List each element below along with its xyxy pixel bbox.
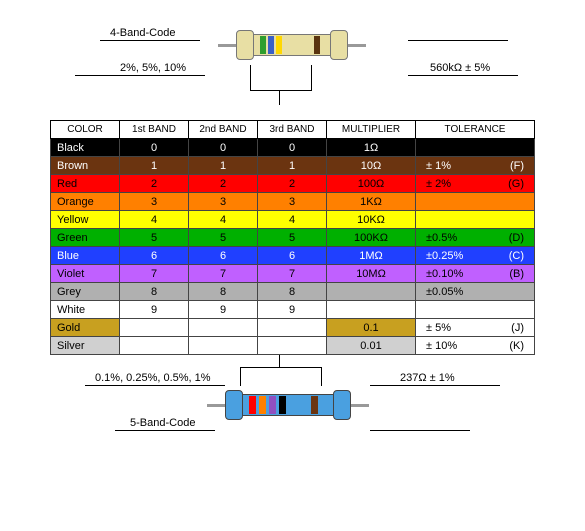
table-row: Grey888±0.05% [51, 283, 535, 301]
four-band-label: 4-Band-Code [110, 27, 175, 39]
four-band-value-note: 560kΩ ± 5% [430, 62, 490, 74]
four-band-tolerance-note: 2%, 5%, 10% [120, 62, 186, 74]
col-header: COLOR [51, 121, 120, 139]
resistor-color-chart: 4-Band-Code 2%, 5%, 10% 560kΩ ± 5% COLOR… [0, 0, 585, 531]
table-header-row: COLOR1st BAND2nd BAND3rd BANDMULTIPLIERT… [51, 121, 535, 139]
table-row: Gold0.1± 5%(J) [51, 319, 535, 337]
table-row: Green555100KΩ±0.5%(D) [51, 229, 535, 247]
table-row: Orange3331KΩ [51, 193, 535, 211]
table-row: Red222100Ω± 2%(G) [51, 175, 535, 193]
five-band-tolerance-note: 0.1%, 0.25%, 0.5%, 1% [95, 372, 211, 384]
table-row: Violet77710MΩ±0.10%(B) [51, 265, 535, 283]
five-band-label: 5-Band-Code [130, 417, 195, 429]
table-row: White999 [51, 301, 535, 319]
table-row: Blue6661MΩ±0.25%(C) [51, 247, 535, 265]
col-header: 2nd BAND [189, 121, 258, 139]
color-code-table: COLOR1st BAND2nd BAND3rd BANDMULTIPLIERT… [50, 120, 535, 355]
col-header: 3rd BAND [258, 121, 327, 139]
table-row: Silver0.01± 10%(K) [51, 337, 535, 355]
five-band-resistor [207, 390, 377, 420]
table-row: Yellow44410KΩ [51, 211, 535, 229]
table-row: Black0001Ω [51, 139, 535, 157]
table-row: Brown11110Ω± 1%(F) [51, 157, 535, 175]
col-header: TOLERANCE [416, 121, 535, 139]
col-header: 1st BAND [120, 121, 189, 139]
four-band-section: 4-Band-Code 2%, 5%, 10% 560kΩ ± 5% [0, 30, 585, 120]
col-header: MULTIPLIER [327, 121, 416, 139]
five-band-section: 0.1%, 0.25%, 0.5%, 1% 237Ω ± 1% 5-Band-C… [0, 355, 585, 465]
table-body: Black0001ΩBrown11110Ω± 1%(F)Red222100Ω± … [51, 139, 535, 355]
five-band-value-note: 237Ω ± 1% [400, 372, 455, 384]
four-band-resistor [218, 30, 368, 60]
